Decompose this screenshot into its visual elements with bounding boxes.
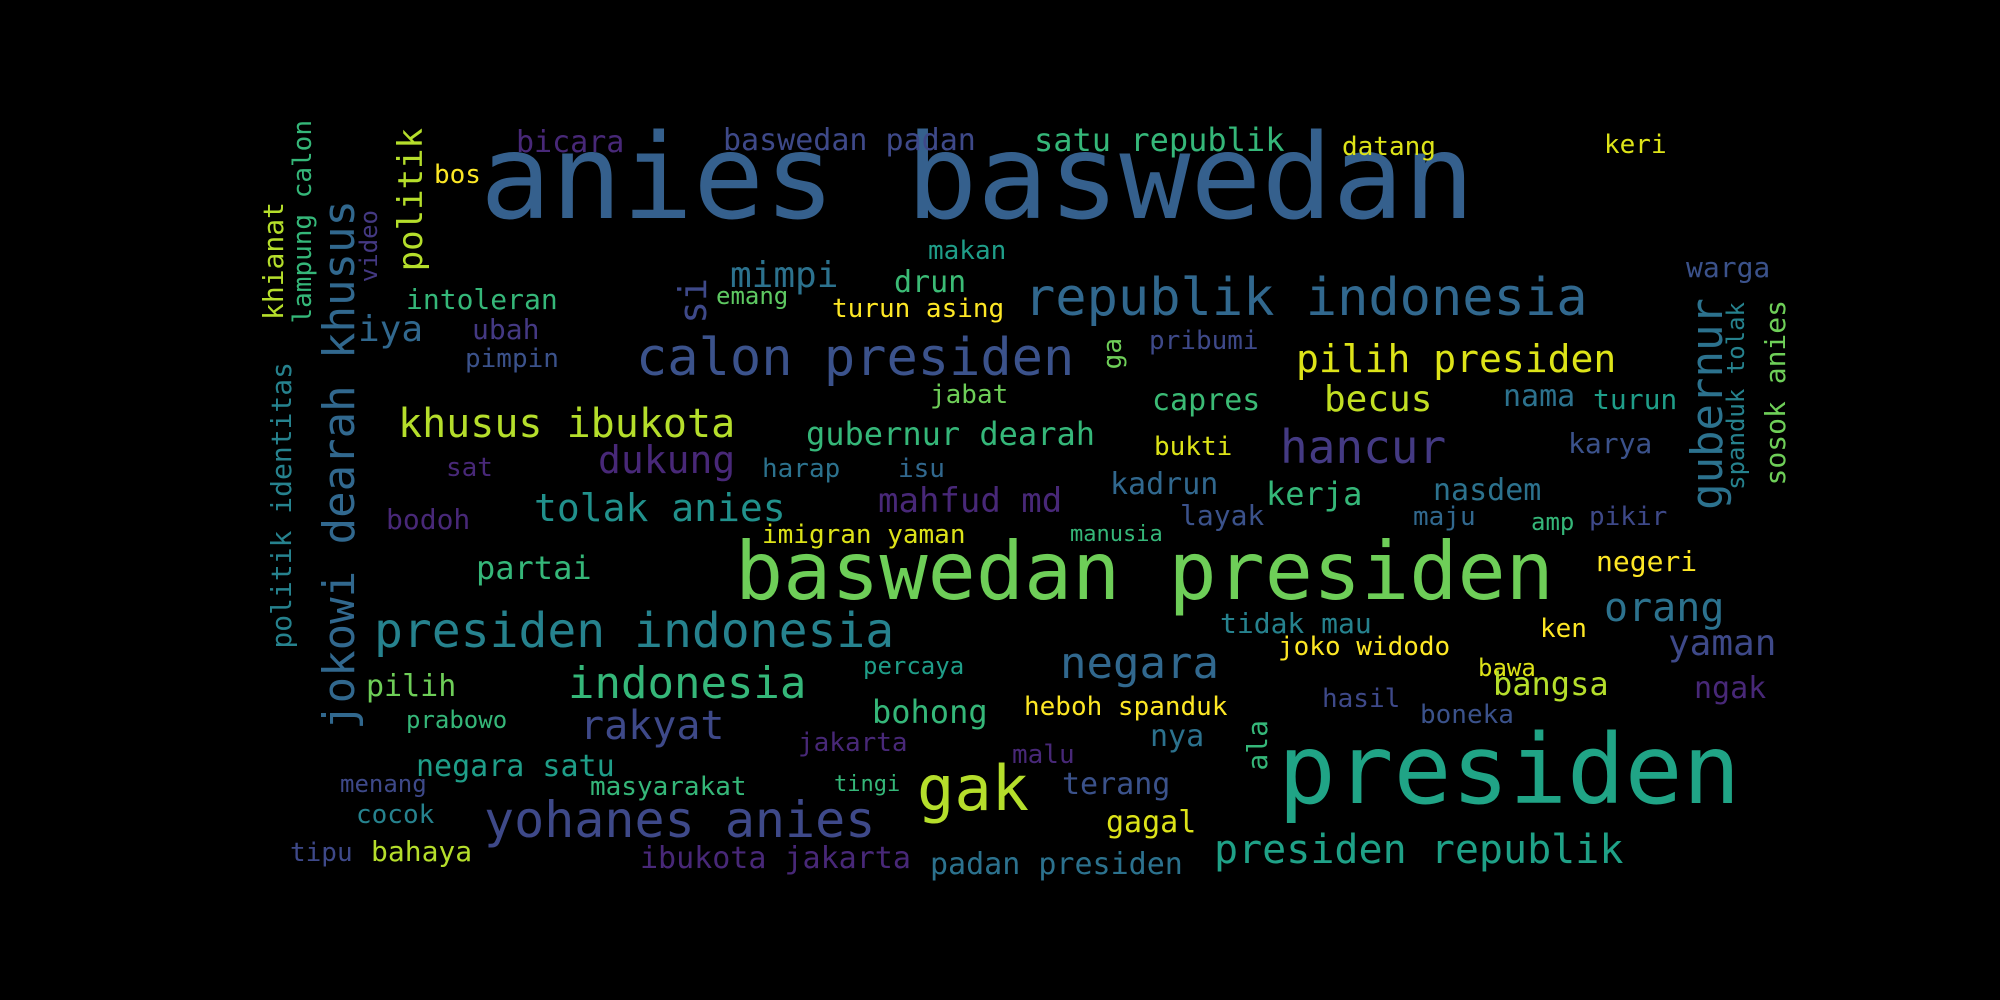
word-lampung-calon: lampung calon: [288, 120, 318, 324]
word-bangsa: bangsa: [1493, 665, 1609, 703]
word-baswedan-presiden: baswedan presiden: [735, 525, 1554, 618]
word-presiden: presiden: [1278, 714, 1741, 826]
word-ga: ga: [1098, 338, 1128, 370]
word-maju: maju: [1413, 502, 1476, 532]
word-satu-republik: satu republik: [1034, 121, 1285, 159]
word-turun-asing: turun asing: [832, 294, 1005, 324]
word-joko-widodo: joko widodo: [1278, 632, 1451, 662]
word-gak: gak: [917, 752, 1029, 825]
word-video: video: [355, 210, 383, 283]
word-mimpi: mimpi: [730, 255, 839, 296]
word-datang: datang: [1342, 132, 1436, 162]
word-rakyat: rakyat: [580, 703, 725, 749]
word-negeri: negeri: [1596, 545, 1698, 578]
word-kadrun: kadrun: [1110, 467, 1219, 502]
word-spanduk-tolak: spanduk tolak: [1722, 302, 1750, 490]
word-bicara: bicara: [516, 125, 625, 160]
word-politik: politik: [391, 128, 431, 272]
word-partai: partai: [476, 549, 592, 587]
word-tolak-anies: tolak anies: [534, 486, 786, 530]
word-politik-identitas: politik identitas: [265, 362, 298, 649]
word-bahaya: bahaya: [371, 835, 473, 868]
word-kerja: kerja: [1266, 475, 1363, 513]
word-imigran-yaman: imigran yaman: [762, 520, 966, 550]
word-mahfud-md: mahfud md: [878, 481, 1063, 521]
word-si: si: [671, 278, 715, 324]
word-negara: negara: [1060, 638, 1219, 689]
word-sat: sat: [446, 453, 493, 483]
word-terang: terang: [1062, 767, 1171, 802]
word-hancur: hancur: [1280, 420, 1447, 474]
word-yaman: yaman: [1668, 623, 1777, 664]
word-harap: harap: [762, 454, 841, 484]
word-heboh-spanduk: heboh spanduk: [1024, 692, 1228, 722]
word-calon-presiden: calon presiden: [636, 328, 1075, 388]
word-ubah: ubah: [472, 313, 540, 346]
word-tipu: tipu: [290, 838, 353, 868]
word-isu: isu: [898, 454, 945, 484]
word-capres: capres: [1152, 383, 1261, 418]
word-republik-indonesia: republik indonesia: [1024, 268, 1588, 328]
word-makan: makan: [928, 236, 1007, 266]
word-nasdem: nasdem: [1433, 473, 1542, 508]
word-bodoh: bodoh: [386, 503, 471, 536]
word-pimpin: pimpin: [465, 344, 559, 374]
word-ken: ken: [1540, 614, 1587, 644]
word-pilih: pilih: [366, 669, 457, 704]
word-jakarta: jakarta: [798, 728, 908, 758]
word-presiden-republik: presiden republik: [1214, 827, 1624, 873]
word-bos: bos: [434, 160, 481, 190]
word-khianat: khianat: [257, 202, 290, 321]
word-emang: emang: [716, 282, 789, 310]
word-tidak-mau: tidak mau: [1220, 607, 1372, 640]
word-nya: nya: [1150, 719, 1205, 754]
word-keri: keri: [1604, 130, 1667, 160]
word-baswedan-padan: baswedan padan: [723, 123, 976, 158]
word-anies-baswedan: anies baswedan: [480, 108, 1475, 246]
word-manusia: manusia: [1070, 522, 1163, 547]
word-menang: menang: [340, 770, 427, 798]
word-pribumi: pribumi: [1149, 326, 1259, 356]
word-indonesia: indonesia: [568, 658, 807, 709]
word-iya: iya: [358, 309, 424, 350]
word-ngak: ngak: [1694, 671, 1767, 706]
word-cocok: cocok: [356, 800, 435, 830]
word-intoleran: intoleran: [406, 283, 558, 316]
word-padan-presiden: padan presiden: [930, 847, 1183, 882]
word-boneka: boneka: [1420, 700, 1514, 730]
word-presiden-indonesia: presiden indonesia: [374, 603, 895, 659]
word-karya: karya: [1568, 427, 1653, 460]
word-khusus-ibukota: khusus ibukota: [398, 401, 736, 447]
word-bukti: bukti: [1154, 432, 1233, 462]
word-drun: drun: [894, 265, 967, 300]
word-sosok-anies: sosok anies: [1759, 300, 1792, 486]
word-ala: ala: [1241, 720, 1274, 771]
word-amp: amp: [1531, 508, 1575, 536]
word-negara-satu: negara satu: [416, 749, 615, 784]
word-dukung: dukung: [598, 438, 736, 482]
word-prabowo: prabowo: [406, 706, 508, 734]
word-becus: becus: [1324, 379, 1433, 420]
word-malu: malu: [1012, 740, 1075, 770]
word-pikir: pikir: [1589, 502, 1668, 532]
word-gubernur-dearah: gubernur dearah: [806, 415, 1095, 453]
word-layak: layak: [1180, 499, 1265, 532]
word-warga: warga: [1686, 251, 1771, 284]
word-percaya: percaya: [863, 652, 965, 680]
word-gagal: gagal: [1106, 805, 1197, 840]
word-hasil: hasil: [1322, 684, 1401, 714]
word-turun: turun: [1593, 383, 1678, 416]
word-bohong: bohong: [872, 693, 988, 731]
word-bawa: bawa: [1478, 654, 1536, 682]
word-ibukota-jakarta: ibukota jakarta: [640, 841, 911, 876]
word-masyarakat: masyarakat: [590, 772, 747, 802]
word-tingi: tingi: [834, 772, 901, 797]
word-nama: nama: [1503, 379, 1576, 414]
word-jabat: jabat: [930, 380, 1009, 410]
word-orang: orang: [1604, 585, 1725, 631]
word-yohanes-anies: yohanes anies: [484, 791, 876, 849]
word-pilih-presiden: pilih presiden: [1296, 337, 1617, 381]
